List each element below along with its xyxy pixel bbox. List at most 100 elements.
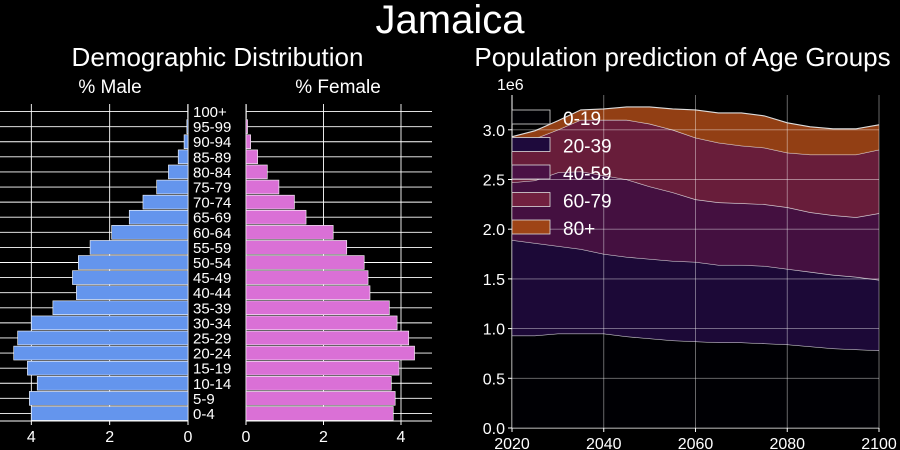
female-bar xyxy=(245,164,268,180)
age-group-label: 85-89 xyxy=(193,149,231,166)
male-bar xyxy=(76,285,189,300)
female-bar xyxy=(245,270,369,285)
male-x-tick-label: 2 xyxy=(105,429,114,446)
male-bar xyxy=(156,179,189,195)
male-bar xyxy=(31,315,189,331)
legend-swatch xyxy=(511,192,551,207)
female-bar xyxy=(245,119,248,134)
female-bar xyxy=(245,134,251,149)
area-legend: 0-19 20-39 40-59 60-79 80+ xyxy=(511,109,612,240)
age-group-label: 100+ xyxy=(193,104,227,121)
age-group-label: 5-9 xyxy=(193,391,215,408)
age-group-label: 40-44 xyxy=(193,285,231,302)
area-chart-title: Population prediction of Age Groups xyxy=(474,42,891,72)
age-group-label: 10-14 xyxy=(193,376,231,393)
female-bar xyxy=(245,360,400,376)
female-bar xyxy=(245,285,371,300)
male-x-tick-label: 4 xyxy=(27,429,36,446)
male-bar xyxy=(17,330,189,346)
female-bar xyxy=(245,345,415,361)
legend-label: 40-59 xyxy=(563,164,612,185)
male-bar xyxy=(52,300,189,316)
legend-label: 20-39 xyxy=(563,137,612,158)
female-bar xyxy=(245,300,390,316)
area-band-20-39 xyxy=(512,240,879,351)
female-bar xyxy=(245,225,334,240)
age-group-label: 50-54 xyxy=(193,255,231,272)
age-group-label: 95-99 xyxy=(193,119,231,136)
female-bar xyxy=(245,149,258,165)
population-pyramid: % Male % Female 0-45-910-1415-1920-2425-29… xyxy=(0,77,432,446)
male-bar xyxy=(168,164,189,180)
area-y-tick-label: 3.0 xyxy=(483,123,505,140)
area-x-tick-label: 2080 xyxy=(769,436,805,450)
area-y-tick-label: 2.0 xyxy=(483,222,505,239)
female-x-tick-label: 4 xyxy=(397,429,406,446)
female-bar xyxy=(245,330,410,346)
male-bar xyxy=(111,225,189,240)
male-bar xyxy=(13,345,189,361)
area-band-40-59 xyxy=(512,171,879,280)
male-panel-title: % Male xyxy=(78,77,141,98)
population-area-chart: 0.0 0.5 1.0 1.5 2.0 2.5 3.0 2020 2040 2060 2080 210… xyxy=(483,77,897,450)
male-bar xyxy=(78,255,189,270)
area-x-tick-label: 2040 xyxy=(586,436,622,450)
age-group-label: 25-29 xyxy=(193,330,231,347)
male-bar xyxy=(183,134,189,149)
female-bar xyxy=(245,376,392,391)
age-group-label: 55-59 xyxy=(193,240,231,257)
pyramid-title: Demographic Distribution xyxy=(71,42,364,72)
area-x-tick-label: 2020 xyxy=(494,436,530,450)
area-band-60-79 xyxy=(512,119,879,218)
male-bar xyxy=(36,376,189,391)
female-x-tick-label: 2 xyxy=(319,429,328,446)
age-group-label: 75-79 xyxy=(193,180,231,197)
male-bar xyxy=(128,209,189,225)
male-x-tick-label: 0 xyxy=(184,429,193,446)
legend-label: 0-19 xyxy=(563,109,601,130)
male-bar xyxy=(89,240,189,255)
female-bar xyxy=(245,240,348,255)
legend-label: 80+ xyxy=(563,219,595,240)
male-bar xyxy=(142,194,189,210)
legend-label: 60-79 xyxy=(563,192,612,213)
area-x-tick-label: 2100 xyxy=(861,436,897,450)
female-bar xyxy=(245,391,396,406)
age-group-label: 80-84 xyxy=(193,164,231,181)
area-y-tick-label: 0.0 xyxy=(483,421,505,438)
female-panel-title: % Female xyxy=(295,77,381,98)
male-bar xyxy=(31,406,189,421)
age-group-label: 65-69 xyxy=(193,210,231,227)
age-group-label: 0-4 xyxy=(193,406,215,423)
male-bar xyxy=(72,270,189,285)
female-bar xyxy=(245,209,307,225)
female-bar xyxy=(245,406,394,421)
female-x-tick-label: 0 xyxy=(242,429,251,446)
age-group-label: 35-39 xyxy=(193,300,231,317)
male-bar xyxy=(29,391,189,406)
area-y-tick-label: 1.0 xyxy=(483,322,505,339)
legend-swatch xyxy=(511,164,551,180)
female-bar xyxy=(245,194,295,210)
area-y-tick-label: 0.5 xyxy=(483,371,505,388)
age-group-label: 20-24 xyxy=(193,346,231,363)
area-band-0-19 xyxy=(512,333,879,428)
male-bar xyxy=(27,360,189,376)
female-bar xyxy=(245,255,365,270)
legend-swatch xyxy=(511,109,551,125)
legend-swatch xyxy=(511,219,551,235)
area-line-80+ xyxy=(511,106,880,138)
figure-title: Jamaica xyxy=(375,0,525,42)
male-bar xyxy=(186,119,189,134)
legend-swatch xyxy=(511,137,551,152)
age-group-label: 60-64 xyxy=(193,225,231,242)
area-scale-label: 1e6 xyxy=(497,77,524,94)
age-group-label: 15-19 xyxy=(193,361,231,378)
female-bar xyxy=(245,315,398,331)
area-band-80+ xyxy=(512,106,879,155)
area-y-tick-label: 1.5 xyxy=(483,272,505,289)
age-group-label: 30-34 xyxy=(193,315,231,332)
area-x-tick-label: 2060 xyxy=(678,436,714,450)
age-group-label: 70-74 xyxy=(193,195,231,212)
